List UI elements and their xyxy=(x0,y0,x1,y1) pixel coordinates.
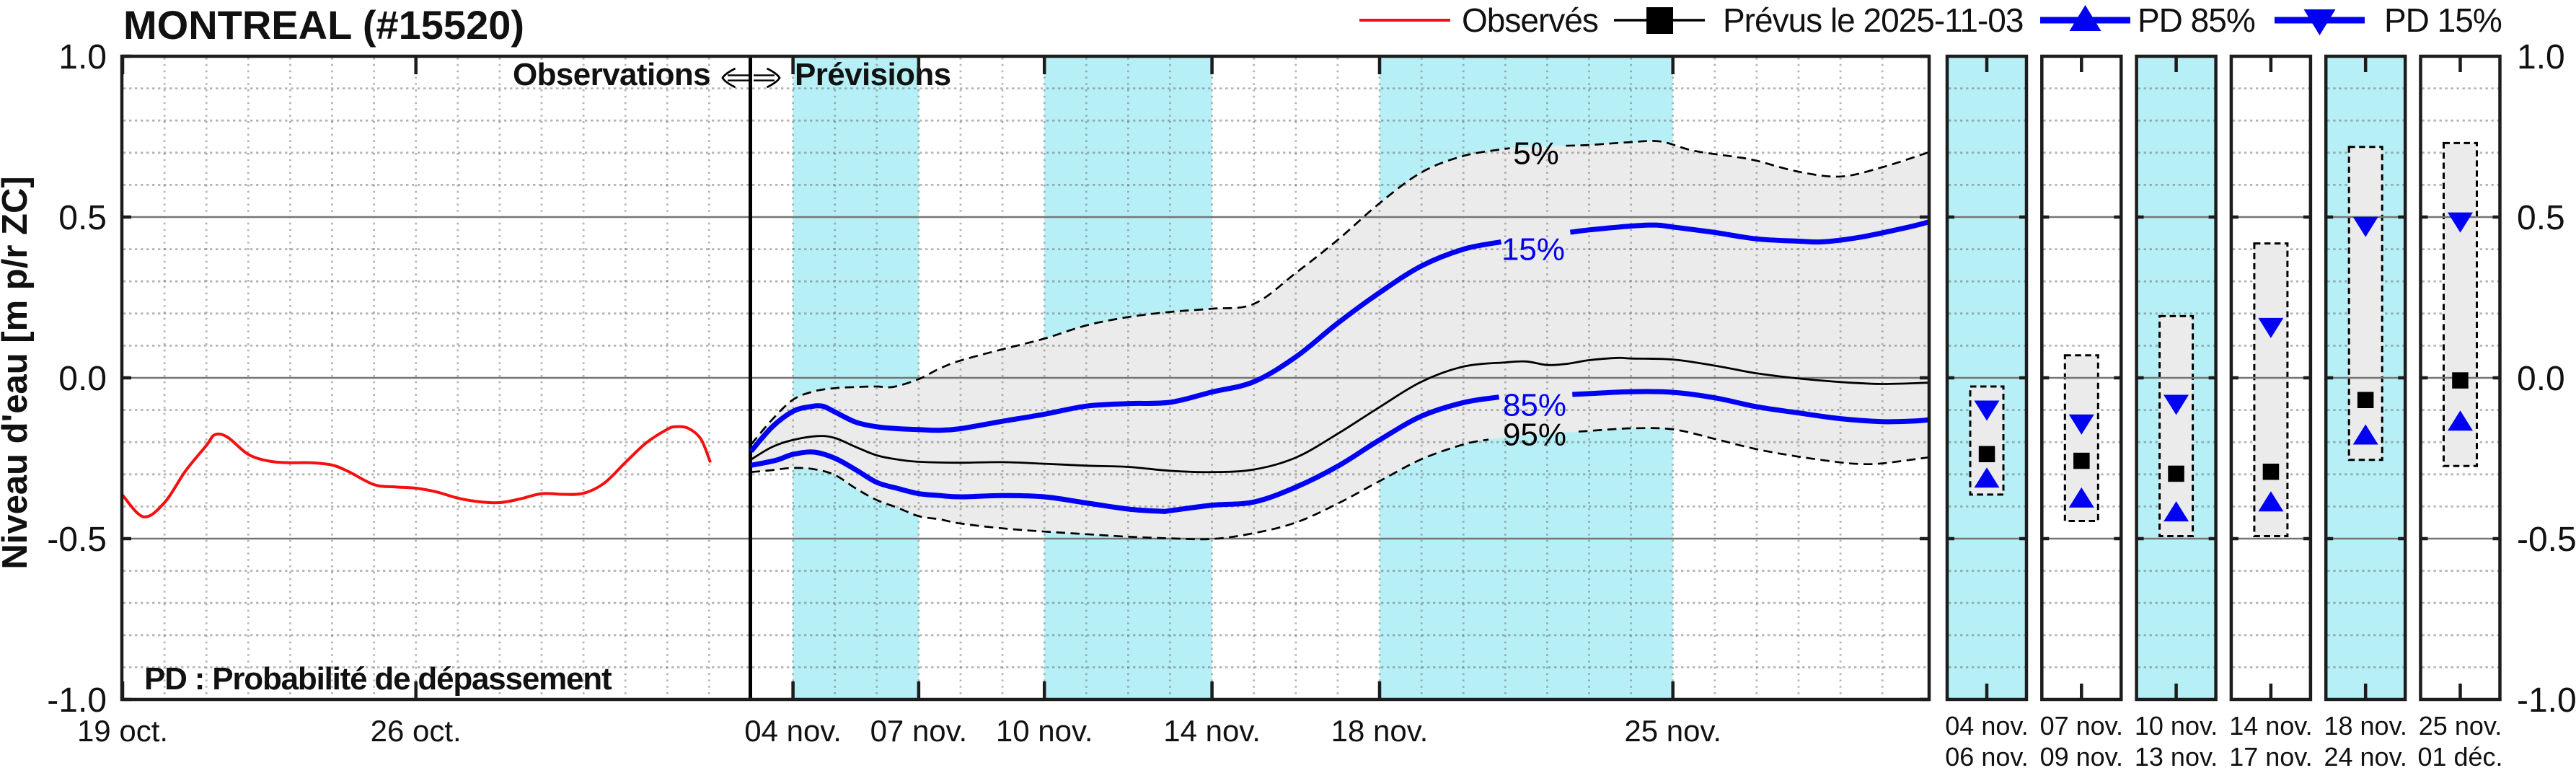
svg-text:MONTREAL (#15520): MONTREAL (#15520) xyxy=(123,2,524,48)
svg-text:0.0: 0.0 xyxy=(58,360,107,398)
svg-text:-1.0: -1.0 xyxy=(47,681,107,720)
svg-text:0.5: 0.5 xyxy=(2517,199,2565,237)
svg-text:Niveau d'eau [m p/r ZC]: Niveau d'eau [m p/r ZC] xyxy=(0,176,35,569)
svg-text:06 nov.: 06 nov. xyxy=(1945,742,2028,769)
svg-text:04 nov.: 04 nov. xyxy=(1945,711,2028,741)
svg-text:PD 85%: PD 85% xyxy=(2138,1,2255,39)
svg-text:PD : Probabilité de dépassemen: PD : Probabilité de dépassement xyxy=(144,661,612,697)
svg-text:0.5: 0.5 xyxy=(58,199,107,237)
svg-text:09 nov.: 09 nov. xyxy=(2040,742,2123,769)
svg-text:PD 15%: PD 15% xyxy=(2384,1,2502,39)
svg-text:Observations: Observations xyxy=(513,57,710,92)
svg-text:14 nov.: 14 nov. xyxy=(2229,711,2312,741)
svg-text:95%: 95% xyxy=(1503,418,1566,453)
svg-text:-0.5: -0.5 xyxy=(2517,521,2576,559)
svg-text:1.0: 1.0 xyxy=(58,38,107,76)
svg-text:15%: 15% xyxy=(1501,232,1565,268)
svg-text:24 nov.: 24 nov. xyxy=(2324,742,2407,769)
svg-text:07 nov.: 07 nov. xyxy=(2040,711,2123,741)
svg-text:01 déc.: 01 déc. xyxy=(2417,742,2502,769)
svg-text:18 nov.: 18 nov. xyxy=(1331,714,1429,748)
svg-text:0.0: 0.0 xyxy=(2517,360,2565,398)
svg-text:14 nov.: 14 nov. xyxy=(1163,714,1261,748)
svg-text:25 nov.: 25 nov. xyxy=(2419,711,2502,741)
svg-text:-0.5: -0.5 xyxy=(47,521,107,559)
svg-text:Prévisions: Prévisions xyxy=(795,57,951,92)
svg-text:25 nov.: 25 nov. xyxy=(1624,714,1721,748)
svg-text:26 oct.: 26 oct. xyxy=(371,714,462,748)
svg-text:18 nov.: 18 nov. xyxy=(2324,711,2407,741)
svg-text:Observés: Observés xyxy=(1462,1,1598,39)
svg-text:13 nov.: 13 nov. xyxy=(2135,742,2218,769)
svg-text:07 nov.: 07 nov. xyxy=(870,714,968,748)
svg-text:-1.0: -1.0 xyxy=(2517,681,2576,720)
svg-text:04 nov.: 04 nov. xyxy=(744,714,842,748)
svg-text:10 nov.: 10 nov. xyxy=(2135,711,2218,741)
svg-text:10 nov.: 10 nov. xyxy=(996,714,1093,748)
svg-text:5%: 5% xyxy=(1513,136,1559,172)
svg-text:17 nov.: 17 nov. xyxy=(2229,742,2312,769)
svg-text:19 oct.: 19 oct. xyxy=(77,714,168,748)
svg-text:Prévus le 2025-11-03: Prévus le 2025-11-03 xyxy=(1723,1,2023,39)
svg-text:85%: 85% xyxy=(1503,388,1566,423)
svg-text:1.0: 1.0 xyxy=(2517,38,2565,76)
